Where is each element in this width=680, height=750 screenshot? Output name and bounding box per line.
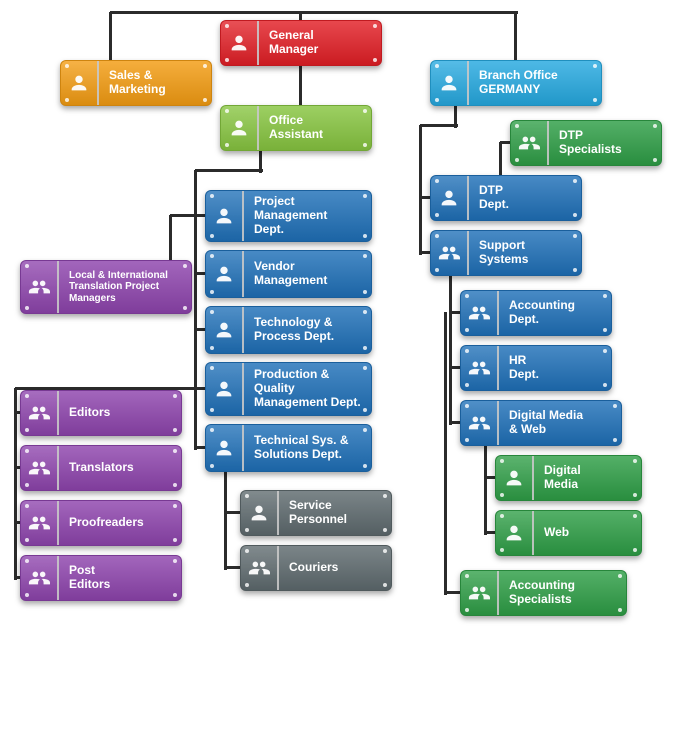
node-label: Local & InternationalTranslation Project… xyxy=(59,261,191,313)
node-liproj: Local & InternationalTranslation Project… xyxy=(20,260,192,314)
connector xyxy=(224,470,227,515)
node-label: Proofreaders xyxy=(59,501,181,545)
connector xyxy=(109,12,112,63)
connector xyxy=(194,388,197,450)
node-label: VendorManagement xyxy=(244,251,371,297)
node-proof: Proofreaders xyxy=(20,500,182,546)
node-vendor: VendorManagement xyxy=(205,250,372,298)
node-posted: PostEditors xyxy=(20,555,182,601)
node-label: AccountingDept. xyxy=(499,291,611,335)
connector xyxy=(224,512,227,570)
connector xyxy=(419,125,422,200)
connector xyxy=(449,367,452,425)
connector xyxy=(449,274,452,315)
connector xyxy=(484,477,487,535)
connector xyxy=(194,215,197,276)
node-label: Web xyxy=(534,511,641,555)
node-label: HRDept. xyxy=(499,346,611,390)
connector xyxy=(170,214,208,217)
node-editors: Editors xyxy=(20,390,182,436)
node-label: Technology &Process Dept. xyxy=(244,307,371,353)
connector xyxy=(14,522,17,580)
connector xyxy=(14,467,17,525)
node-pm: ProjectManagementDept. xyxy=(205,190,372,242)
node-acctspec: AccountingSpecialists xyxy=(460,570,627,616)
node-dtp: DTPDept. xyxy=(430,175,582,221)
node-sales: Sales &Marketing xyxy=(60,60,212,106)
connector xyxy=(499,142,502,178)
node-label: GeneralManager xyxy=(259,21,381,65)
connector xyxy=(419,197,422,255)
node-branch: Branch OfficeGERMANY xyxy=(430,60,602,106)
connector xyxy=(420,124,458,127)
connector xyxy=(300,11,518,14)
node-dtpspec: DTPSpecialists xyxy=(510,120,662,166)
node-label: ServicePersonnel xyxy=(279,491,391,535)
node-label: DigitalMedia xyxy=(534,456,641,500)
connector xyxy=(194,329,197,391)
node-acct: AccountingDept. xyxy=(460,290,612,336)
node-web: Web xyxy=(495,510,642,556)
node-support: SupportSystems xyxy=(430,230,582,276)
node-gm: GeneralManager xyxy=(220,20,382,66)
node-label: Editors xyxy=(59,391,181,435)
node-label: Sales &Marketing xyxy=(99,61,211,105)
node-label: OfficeAssistant xyxy=(259,106,371,150)
connector xyxy=(194,170,197,218)
node-label: Production &QualityManagement Dept. xyxy=(244,363,371,415)
connector xyxy=(514,12,517,63)
node-label: ProjectManagementDept. xyxy=(244,191,371,241)
node-dm: DigitalMedia xyxy=(495,455,642,501)
node-label: SupportSystems xyxy=(469,231,581,275)
node-svc: ServicePersonnel xyxy=(240,490,392,536)
node-label: Couriers xyxy=(279,546,391,590)
node-label: Branch OfficeGERMANY xyxy=(469,61,601,105)
node-dmw: Digital Media& Web xyxy=(460,400,622,446)
node-translators: Translators xyxy=(20,445,182,491)
node-assistant: OfficeAssistant xyxy=(220,105,372,151)
node-tech: Technology &Process Dept. xyxy=(205,306,372,354)
node-label: Digital Media& Web xyxy=(499,401,621,445)
connector xyxy=(14,412,17,470)
connector xyxy=(195,169,263,172)
node-label: PostEditors xyxy=(59,556,181,600)
node-label: Translators xyxy=(59,446,181,490)
connector xyxy=(444,312,447,595)
node-label: Technical Sys. &Solutions Dept. xyxy=(244,425,371,471)
connector xyxy=(194,273,197,332)
node-couriers: Couriers xyxy=(240,545,392,591)
node-label: DTPSpecialists xyxy=(549,121,661,165)
node-label: AccountingSpecialists xyxy=(499,571,626,615)
connector xyxy=(110,11,303,14)
connector xyxy=(299,64,302,108)
node-label: DTPDept. xyxy=(469,176,581,220)
node-techsys: Technical Sys. &Solutions Dept. xyxy=(205,424,372,472)
node-hr: HRDept. xyxy=(460,345,612,391)
node-prodq: Production &QualityManagement Dept. xyxy=(205,362,372,416)
connector xyxy=(449,312,452,370)
org-chart: GeneralManager Sales &Marketing Branch Off… xyxy=(0,0,680,750)
